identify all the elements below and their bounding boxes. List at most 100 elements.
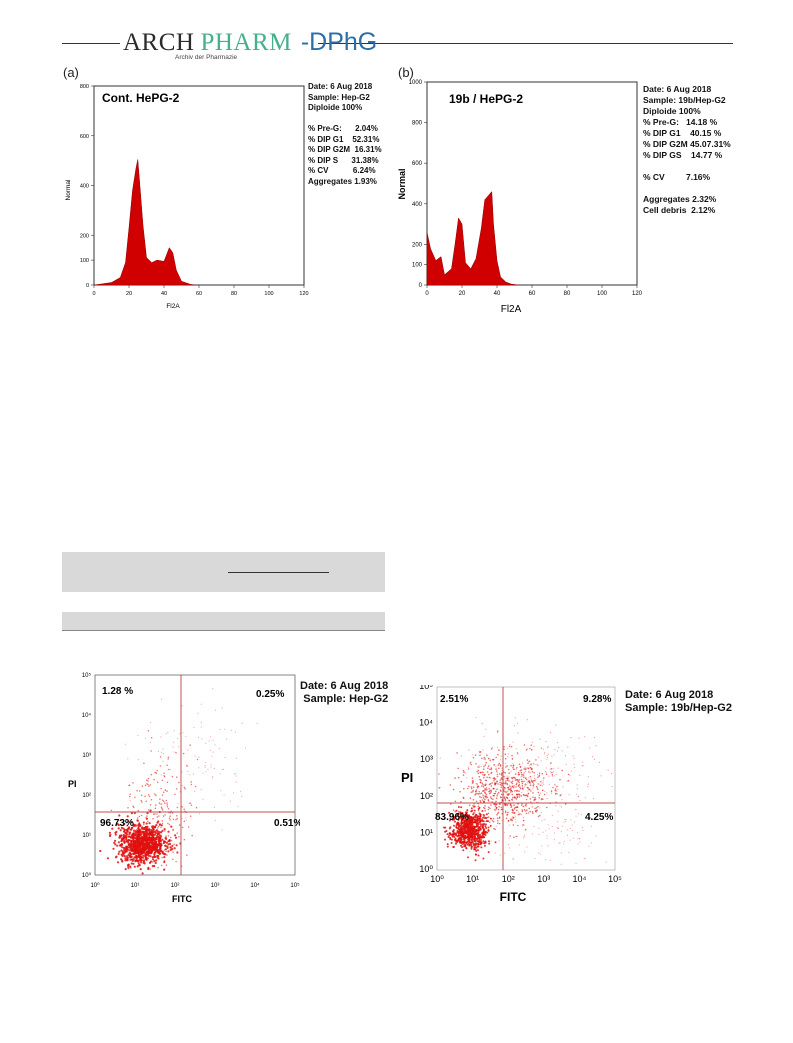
scatter-point [127, 844, 130, 847]
scatter-point [504, 791, 506, 793]
scatter-point [146, 850, 149, 853]
scatter-point [560, 863, 562, 865]
scatter-point [516, 806, 519, 808]
scatter-point [135, 854, 138, 857]
scatter-point [155, 772, 158, 774]
scatter-point [506, 765, 508, 767]
logo-dphg: -DPhG [293, 28, 378, 56]
scatter-point [194, 785, 197, 788]
scatter-point [164, 853, 167, 856]
scatter-point [444, 826, 447, 829]
scatter-point [446, 833, 449, 836]
scatter-point [512, 763, 514, 765]
scatter-point [518, 814, 520, 816]
scatter-point [482, 796, 485, 799]
scatter-point [527, 767, 530, 770]
scatter-point [519, 769, 522, 772]
scatter-point [167, 731, 169, 733]
scatter-point [150, 721, 152, 724]
scatter-point [539, 853, 541, 855]
scatter-point [166, 781, 169, 784]
scatter-point [560, 794, 563, 796]
scatter-point [483, 829, 485, 831]
scatter-point [176, 806, 179, 809]
scatter-point [483, 820, 485, 822]
scatter-point [475, 846, 478, 849]
scatter-point [148, 832, 150, 834]
scatter-point [472, 791, 474, 793]
scatter-point [142, 821, 145, 824]
scatter-point [167, 830, 170, 833]
scatter-point [481, 810, 484, 812]
scatter-point [479, 843, 482, 846]
scatter-point [164, 848, 167, 851]
scatter-point [500, 793, 503, 796]
scatter-point [593, 797, 595, 800]
scatter-point [121, 846, 124, 849]
scatter-point [448, 819, 451, 822]
scatter-point [513, 836, 515, 839]
scatter-point [501, 819, 503, 822]
scatter-point [462, 774, 465, 776]
scatter-point [531, 770, 534, 773]
scatter-point [147, 730, 150, 732]
scatter-point [457, 812, 460, 815]
scatter-point [517, 773, 519, 775]
scatter-point [463, 837, 466, 840]
scatter-point [152, 817, 154, 820]
scatter-point [145, 830, 148, 832]
scatter-point [497, 764, 500, 766]
scatter-point [520, 776, 522, 778]
scatter-point [457, 818, 460, 821]
scatter-point [137, 809, 140, 812]
scatter-point [132, 862, 135, 865]
scatter-point [178, 781, 180, 784]
scatter-point [141, 801, 143, 803]
scatter-point [507, 768, 510, 771]
scatter-point [213, 806, 215, 809]
scatter-point [528, 764, 531, 766]
scatter-point [496, 814, 498, 816]
scatter-point [561, 799, 563, 801]
scatter-point [160, 736, 162, 738]
scatter-b-q-lr: 4.25% [585, 812, 613, 823]
scatter-point [521, 787, 524, 789]
scatter-point [200, 789, 202, 791]
scatter-point [565, 820, 567, 822]
scatter-point [550, 731, 552, 734]
panel-b-letter: (b) [398, 65, 414, 80]
scatter-point [485, 779, 487, 781]
scatter-point [134, 824, 137, 827]
scatter-point [526, 795, 529, 797]
scatter-point [575, 862, 577, 865]
scatter-point [507, 753, 509, 755]
scatter-point [482, 823, 485, 826]
scatter-point [123, 840, 126, 843]
scatter-point [495, 770, 498, 772]
scatter-point [477, 808, 479, 810]
scatter-point [524, 851, 526, 853]
scatter-point [541, 820, 543, 822]
scatter-point [472, 781, 474, 784]
scatter-point [483, 768, 485, 770]
scatter-point [611, 773, 613, 775]
scatter-point [124, 829, 126, 831]
scatter-point [168, 823, 171, 826]
x-tick-label: 0 [425, 291, 429, 297]
scatter-point [496, 771, 498, 773]
scatter-point [151, 843, 154, 846]
scatter-point [137, 852, 140, 855]
scatter-point [503, 787, 505, 789]
scatter-point [485, 787, 488, 789]
scatter-point [165, 733, 167, 735]
scatter-point [521, 810, 524, 813]
scatter-point [487, 765, 490, 767]
scatter-point [526, 748, 528, 750]
scatter-point [126, 825, 128, 827]
scatter-point [546, 792, 548, 794]
scatter-point [520, 795, 523, 797]
scatter-b-ylabel: PI [401, 770, 413, 785]
readout-line: % CV 6.24% [308, 166, 376, 175]
scatter-point [482, 783, 484, 786]
scatter-point [574, 767, 576, 769]
